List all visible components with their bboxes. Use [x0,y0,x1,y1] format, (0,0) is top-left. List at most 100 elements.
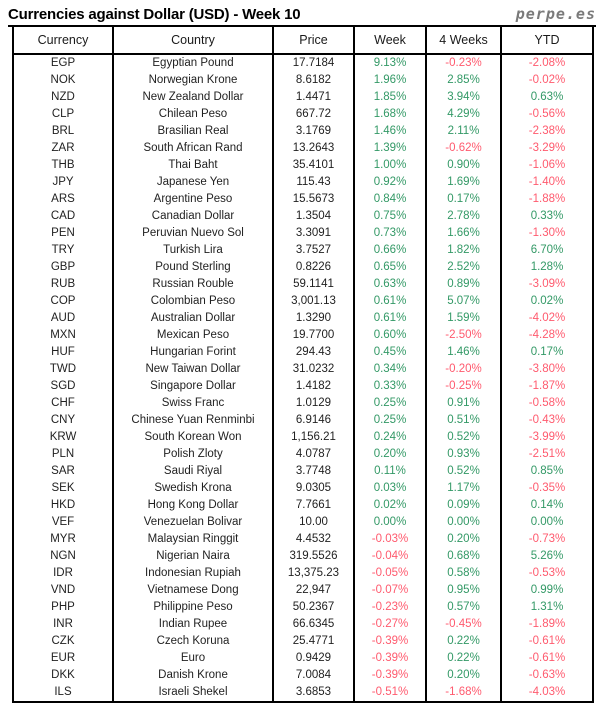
ytd-change-cell: -0.61% [500,650,594,667]
ytd-change-cell: -0.53% [500,565,594,582]
ytd-change-cell: 0.33% [500,208,594,225]
ytd-change-cell: -0.56% [500,106,594,123]
country-name-cell: Swedish Krona [112,480,274,497]
currency-code-cell: ZAR [12,140,114,157]
country-name-cell: Turkish Lira [112,242,274,259]
four-weeks-change-cell: 0.22% [425,633,502,650]
country-name-cell: Pound Sterling [112,259,274,276]
country-name-cell: Venezuelan Bolivar [112,514,274,531]
four-weeks-change-cell: 1.59% [425,310,502,327]
country-name-cell: Canadian Dollar [112,208,274,225]
table-row: TRY Turkish Lira 3.7527 0.66% 1.82% 6.70% [12,242,594,259]
column-header-price: Price [272,27,355,55]
week-change-cell: 0.33% [353,378,427,395]
ytd-change-cell: -0.43% [500,412,594,429]
ytd-change-cell: -2.08% [500,54,594,72]
table-row: ZAR South African Rand 13.2643 1.39% -0.62% -… [12,140,594,157]
currency-code-cell: SAR [12,463,114,480]
ytd-change-cell: 5.26% [500,548,594,565]
country-name-cell: Indian Rupee [112,616,274,633]
price-cell: 1.4182 [272,378,355,395]
four-weeks-change-cell: 5.07% [425,293,502,310]
four-weeks-change-cell: 0.51% [425,412,502,429]
price-cell: 294.43 [272,344,355,361]
country-name-cell: Norwegian Krone [112,72,274,89]
currency-code-cell: GBP [12,259,114,276]
currency-code-cell: COP [12,293,114,310]
week-change-cell: 0.61% [353,293,427,310]
week-change-cell: 0.75% [353,208,427,225]
country-name-cell: Chinese Yuan Renminbi [112,412,274,429]
country-name-cell: Swiss Franc [112,395,274,412]
price-cell: 1,156.21 [272,429,355,446]
week-change-cell: -0.05% [353,565,427,582]
table-row: PLN Polish Zloty 4.0787 0.20% 0.93% -2.51% [12,446,594,463]
ytd-change-cell: 6.70% [500,242,594,259]
ytd-change-cell: -0.63% [500,667,594,684]
ytd-change-cell: 0.63% [500,89,594,106]
currency-code-cell: CAD [12,208,114,225]
four-weeks-change-cell: 0.89% [425,276,502,293]
ytd-change-cell: 1.28% [500,259,594,276]
four-weeks-change-cell: 0.17% [425,191,502,208]
four-weeks-change-cell: 0.09% [425,497,502,514]
week-change-cell: 0.25% [353,412,427,429]
currency-table: Currency Country Price Week 4 Weeks YTD EGP Eg… [12,27,594,703]
ytd-change-cell: -0.35% [500,480,594,497]
table-row: CNY Chinese Yuan Renminbi 6.9146 0.25% 0.51%… [12,412,594,429]
price-cell: 31.0232 [272,361,355,378]
currency-code-cell: KRW [12,429,114,446]
ytd-change-cell: -4.02% [500,310,594,327]
currency-code-cell: BRL [12,123,114,140]
table-row: MYR Malaysian Ringgit 4.4532 -0.03% 0.20% -0.… [12,531,594,548]
four-weeks-change-cell: -0.20% [425,361,502,378]
table-row: CLP Chilean Peso 667.72 1.68% 4.29% -0.56% [12,106,594,123]
table-row: VND Vietnamese Dong 22,947 -0.07% 0.95% 0.99% [12,582,594,599]
column-header-four-weeks-change: 4 Weeks [425,27,502,55]
four-weeks-change-cell: 2.52% [425,259,502,276]
brand-logo: perpe.es [515,5,596,23]
ytd-change-cell: -1.87% [500,378,594,395]
four-weeks-change-cell: 0.90% [425,157,502,174]
week-change-cell: 0.73% [353,225,427,242]
week-change-cell: 0.20% [353,446,427,463]
four-weeks-change-cell: 0.20% [425,667,502,684]
price-cell: 4.0787 [272,446,355,463]
table-row: PHP Philippine Peso 50.2367 -0.23% 0.57% 1.31… [12,599,594,616]
country-name-cell: Hong Kong Dollar [112,497,274,514]
price-cell: 7.7661 [272,497,355,514]
currency-code-cell: HKD [12,497,114,514]
ytd-change-cell: -2.51% [500,446,594,463]
ytd-change-cell: -3.09% [500,276,594,293]
price-cell: 4.4532 [272,531,355,548]
currency-code-cell: NGN [12,548,114,565]
week-change-cell: -0.39% [353,667,427,684]
column-header-country-name: Country [112,27,274,55]
four-weeks-change-cell: -0.62% [425,140,502,157]
ytd-change-cell: -1.88% [500,191,594,208]
currency-code-cell: NOK [12,72,114,89]
currency-code-cell: VND [12,582,114,599]
week-change-cell: 1.00% [353,157,427,174]
price-cell: 66.6345 [272,616,355,633]
country-name-cell: New Zealand Dollar [112,89,274,106]
four-weeks-change-cell: -0.45% [425,616,502,633]
table-row: HKD Hong Kong Dollar 7.7661 0.02% 0.09% 0.14% [12,497,594,514]
week-change-cell: 0.02% [353,497,427,514]
country-name-cell: Danish Krone [112,667,274,684]
price-cell: 13.2643 [272,140,355,157]
week-change-cell: -0.39% [353,650,427,667]
price-cell: 0.8226 [272,259,355,276]
ytd-change-cell: -2.38% [500,123,594,140]
week-change-cell: 0.92% [353,174,427,191]
column-header-week-change: Week [353,27,427,55]
country-name-cell: Polish Zloty [112,446,274,463]
country-name-cell: South Korean Won [112,429,274,446]
week-change-cell: 0.61% [353,310,427,327]
price-cell: 3.7527 [272,242,355,259]
table-row: GBP Pound Sterling 0.8226 0.65% 2.52% 1.28% [12,259,594,276]
page-title: Currencies against Dollar (USD) - Week 1… [8,5,301,23]
currency-code-cell: EGP [12,54,114,72]
table-row: CHF Swiss Franc 1.0129 0.25% 0.91% -0.58% [12,395,594,412]
country-name-cell: Philippine Peso [112,599,274,616]
